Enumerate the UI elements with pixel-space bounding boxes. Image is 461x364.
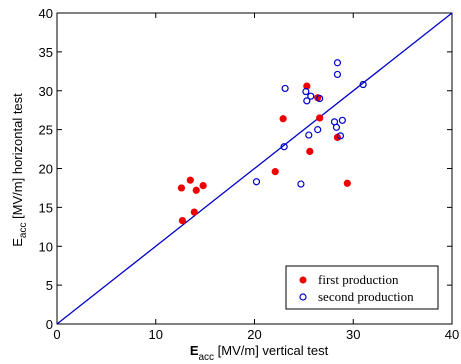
data-point-second-production: [303, 97, 311, 105]
data-point-second-production: [359, 80, 367, 89]
y-tick-label: 10: [39, 239, 53, 254]
x-axis-title-rest: [MV/m] vertical test: [214, 343, 329, 358]
data-point-first-production: [178, 216, 187, 225]
data-point-first-production: [271, 168, 279, 176]
data-point-second-production: [281, 84, 289, 93]
data-point-second-production: [333, 59, 342, 67]
data-point-second-production: [302, 87, 310, 96]
data-point-second-production: [336, 132, 345, 140]
plot-area: 0 10 20 30 40 0 5 10 15 20 25 30 35 40: [39, 6, 460, 342]
y-tick-label: 5: [46, 278, 53, 293]
y-tick-label: 25: [39, 123, 53, 138]
x-axis-title: Eacc [MV/m] vertical test: [190, 343, 329, 363]
legend-marker-first-production: [299, 276, 307, 284]
data-point-second-production: [280, 143, 288, 151]
x-tick-label: 40: [445, 327, 459, 342]
x-tick-label: 10: [149, 327, 163, 342]
legend: first production second production: [285, 265, 439, 310]
data-point-second-production: [332, 123, 341, 131]
data-point-first-production: [316, 114, 324, 122]
data-point-first-production: [186, 176, 194, 184]
legend-label-second-production: second production: [318, 289, 414, 304]
data-point-second-production: [333, 70, 342, 79]
y-tick-label: 0: [46, 317, 53, 332]
legend-label-first-production: first production: [318, 272, 399, 287]
y-tick-label: 30: [39, 84, 53, 99]
data-point-first-production: [343, 179, 351, 187]
data-point-second-production: [307, 92, 315, 100]
data-point-first-production: [306, 147, 314, 155]
y-tick-label: 20: [39, 162, 53, 177]
data-point-second-production: [338, 116, 346, 124]
data-point-first-production: [279, 115, 287, 123]
legend-marker-second-production: [299, 293, 307, 301]
y-axis-title-main: E: [10, 238, 25, 247]
x-axis-title-sub: acc: [198, 352, 214, 363]
y-axis-title-rest: [MV/m] horizontal test: [10, 93, 25, 223]
data-point-first-production: [192, 186, 200, 194]
data-point-second-production: [305, 131, 313, 139]
data-point-first-production: [177, 184, 186, 192]
x-tick-label: 30: [346, 327, 360, 342]
y-tick-label: 15: [39, 200, 53, 215]
reference-diagonal-line: [56, 12, 453, 325]
x-tick-label: 0: [53, 327, 60, 342]
y-axis-title-sub: acc: [18, 223, 29, 239]
data-point-second-production: [316, 94, 324, 103]
x-axis-title-main: E: [190, 343, 199, 358]
y-axis-title: Eacc [MV/m] horizontal test: [10, 93, 29, 247]
y-tick-label: 35: [39, 45, 53, 60]
data-point-second-production: [297, 180, 305, 188]
data-point-first-production: [199, 182, 207, 190]
data-point-second-production: [252, 178, 261, 186]
data-point-second-production: [314, 126, 322, 134]
x-tick-label: 20: [247, 327, 261, 342]
data-point-first-production: [303, 82, 311, 90]
data-point-first-production: [190, 208, 198, 216]
legend-box: [285, 265, 439, 310]
y-tick-label: 40: [39, 6, 53, 21]
